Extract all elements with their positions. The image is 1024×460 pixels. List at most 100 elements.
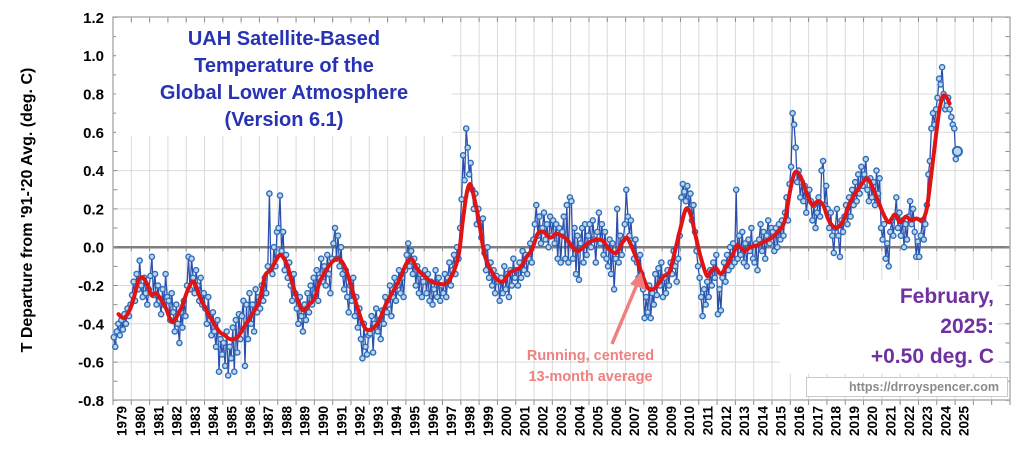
running-average-annotation: Running, centered 13-month average [503, 346, 678, 388]
data-point [880, 220, 888, 228]
data-point [893, 194, 900, 201]
data-point [748, 224, 755, 232]
data-point [386, 282, 394, 289]
data-point [565, 259, 572, 266]
y-axis-title: T Departure from '91-'20 Avg. (deg. C) [19, 67, 36, 353]
data-point [500, 262, 508, 270]
data-point [363, 351, 371, 358]
data-point [197, 274, 204, 282]
data-point [568, 197, 575, 205]
latest-value-year: 2025: [940, 315, 994, 338]
data-point [652, 270, 659, 278]
data-point [269, 270, 276, 278]
x-axis-tick-labels: 1979 1980 1981 1982 1983 1984 1985 1986 1987 1988… [115, 406, 972, 437]
data-point [418, 293, 426, 301]
y-tick-label: 0.6 [83, 125, 104, 142]
x-tick-label: 2018 [829, 406, 844, 437]
data-point [812, 224, 819, 232]
data-point [754, 266, 761, 274]
x-tick-label: 2011 [700, 406, 715, 436]
data-point [690, 201, 697, 209]
data-point [540, 209, 548, 216]
data-point [266, 190, 273, 197]
data-point [224, 372, 232, 379]
data-point [571, 224, 578, 232]
x-tick-label: 2006 [609, 406, 624, 437]
x-tick-label: 1997 [444, 406, 459, 436]
data-point [479, 215, 487, 222]
x-tick-label: 1991 [334, 406, 349, 437]
data-point [179, 324, 186, 331]
data-point [598, 220, 606, 228]
data-point [557, 259, 565, 266]
data-point [848, 186, 856, 194]
data-point [551, 240, 558, 247]
data-point [879, 236, 886, 243]
data-point [577, 240, 584, 247]
data-point [896, 209, 903, 216]
data-point [774, 243, 781, 251]
data-point [681, 188, 688, 195]
x-tick-label: 2022 [902, 406, 917, 436]
data-point [510, 255, 517, 263]
data-point [563, 201, 571, 209]
data-point [610, 285, 618, 293]
data-point [403, 251, 411, 259]
data-point [154, 282, 162, 289]
data-point [249, 301, 256, 308]
data-point [279, 228, 287, 236]
data-point [642, 293, 650, 301]
data-point [310, 274, 317, 282]
data-point [331, 224, 339, 232]
data-point [687, 190, 694, 197]
data-point [380, 320, 388, 328]
data-point [764, 217, 772, 224]
data-point [484, 243, 491, 251]
data-point [694, 262, 702, 270]
data-point [938, 63, 946, 71]
x-tick-label: 2001 [517, 406, 532, 437]
data-point [157, 310, 165, 318]
data-point [388, 312, 395, 320]
data-point [220, 339, 227, 347]
data-point [508, 282, 516, 289]
data-point [830, 249, 838, 257]
data-point [946, 106, 954, 113]
data-point [696, 274, 703, 282]
data-point [288, 297, 296, 305]
data-point [623, 186, 630, 194]
data-point [792, 144, 800, 151]
data-point [653, 291, 661, 299]
data-point [262, 289, 270, 297]
running-average-annotation-line2: 13-month average [528, 369, 653, 385]
data-point [359, 354, 366, 362]
data-point [572, 270, 580, 278]
data-point [209, 308, 217, 316]
data-point [176, 339, 183, 347]
data-point [684, 182, 691, 190]
data-point [618, 251, 626, 259]
data-point [743, 262, 751, 270]
data-point [717, 307, 725, 314]
data-point [711, 274, 719, 282]
data-point [915, 253, 923, 261]
x-tick-label: 2002 [536, 406, 551, 436]
data-point [780, 232, 787, 239]
x-tick-label: 1989 [298, 406, 313, 436]
x-tick-label: 2019 [847, 406, 862, 436]
data-point [897, 232, 905, 239]
data-point [829, 232, 836, 239]
data-point [369, 349, 377, 356]
data-point [825, 224, 833, 232]
data-point [861, 171, 868, 178]
x-tick-label: 1998 [462, 406, 477, 437]
x-tick-label: 1999 [481, 406, 496, 436]
data-point [165, 297, 172, 305]
data-point [275, 224, 282, 232]
data-point [276, 192, 284, 199]
chart-title-line4: (Version 6.1) [224, 109, 344, 131]
data-point [112, 343, 119, 351]
data-point [447, 282, 455, 289]
data-point [362, 343, 369, 351]
data-point [429, 301, 436, 308]
